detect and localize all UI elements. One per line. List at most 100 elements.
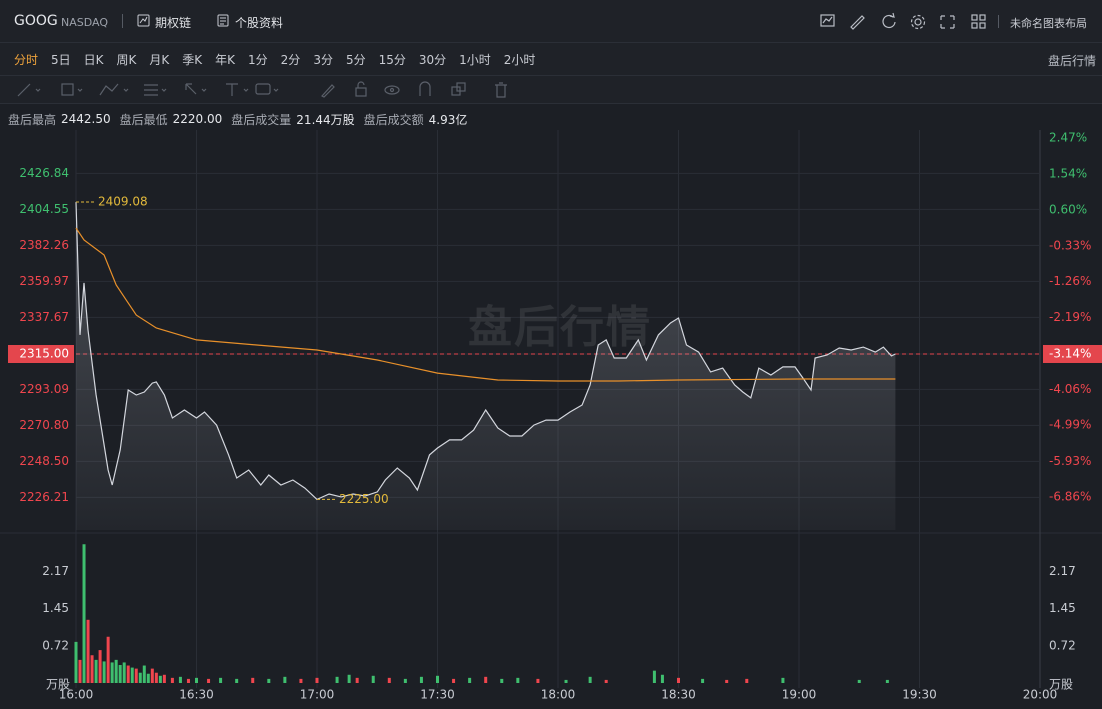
volume-bar bbox=[267, 678, 271, 683]
volume-bar bbox=[604, 679, 608, 683]
volume-tick-label: 1.45 bbox=[42, 601, 69, 615]
volume-bar bbox=[102, 661, 106, 683]
x-tick-label: 16:00 bbox=[59, 688, 94, 702]
volume-bar bbox=[315, 677, 319, 683]
y-tick-label: 2315.00 bbox=[19, 347, 69, 361]
period-tab[interactable]: 3分 bbox=[313, 52, 333, 67]
series-line bbox=[75, 227, 896, 382]
y-tick-label: 2404.55 bbox=[19, 202, 69, 216]
stats-bar: 盘后最高 2442.50 盘后最低 2220.00 盘后成交量 21.44万股 盘后成交额 4… bbox=[0, 110, 1102, 128]
volume-bar bbox=[114, 659, 118, 683]
volume-bar bbox=[500, 678, 504, 683]
period-tab[interactable]: 5分 bbox=[345, 52, 366, 67]
stat-value: 4.93亿 bbox=[428, 112, 468, 127]
volume-bar bbox=[74, 641, 78, 683]
y2-tick-label: -6.86% bbox=[1049, 490, 1091, 504]
volume-bar bbox=[781, 677, 785, 683]
layout-name[interactable]: 未命名图表布局 bbox=[1010, 17, 1087, 30]
volume-bar bbox=[885, 679, 889, 683]
volume-bar bbox=[178, 676, 182, 683]
volume-bar bbox=[701, 678, 705, 683]
volume-bar bbox=[219, 677, 223, 683]
volume-bar bbox=[677, 677, 680, 683]
volume-bar bbox=[90, 655, 94, 683]
volume-bar bbox=[195, 677, 198, 683]
volume-tick-label: 2.17 bbox=[1049, 564, 1076, 578]
volume-bar bbox=[122, 662, 126, 683]
divider bbox=[122, 14, 123, 28]
y2-tick-label: -4.99% bbox=[1049, 418, 1091, 432]
volume-bar bbox=[162, 674, 166, 683]
volume-bar bbox=[118, 665, 122, 683]
period-tab[interactable]: 季K bbox=[182, 52, 203, 67]
volume-bar bbox=[468, 677, 472, 683]
drawing-tools[interactable] bbox=[0, 76, 520, 104]
y-tick-label: 2248.50 bbox=[19, 454, 69, 468]
y-tick-label: 2426.84 bbox=[19, 166, 69, 180]
options-chain-link[interactable]: 期权链 bbox=[155, 16, 192, 30]
period-tab[interactable]: 30分 bbox=[418, 52, 447, 67]
volume-bar bbox=[536, 678, 540, 683]
stat-label: 盘后最低 bbox=[119, 112, 168, 127]
volume-bar bbox=[516, 677, 520, 683]
period-tab[interactable]: 15分 bbox=[378, 52, 406, 67]
y-tick-label: 2337.67 bbox=[19, 310, 69, 324]
volume-bar bbox=[142, 665, 146, 683]
volume-bar bbox=[146, 673, 150, 683]
period-tab[interactable]: 1分 bbox=[248, 52, 268, 67]
stat-value: 2220.00 bbox=[172, 112, 223, 126]
volume-bar bbox=[283, 676, 287, 683]
volume-tick-label: 2.17 bbox=[42, 564, 69, 578]
period-tab[interactable]: 2分 bbox=[280, 52, 301, 67]
stat-label: 盘后最高 bbox=[8, 112, 57, 127]
volume-bar bbox=[403, 678, 407, 683]
symbol[interactable]: GOOG bbox=[14, 13, 58, 29]
profile-link[interactable]: 个股资料 bbox=[235, 16, 284, 30]
y2-tick-label: -1.26% bbox=[1049, 274, 1091, 288]
period-tab[interactable]: 5日 bbox=[51, 52, 71, 67]
period-bar: 盘后行情 分时 5日 日K 周K 月K 季K 年K 1分 2分 3分 5分 15分 30分 1小时 2小时 bbox=[0, 43, 1102, 76]
volume-bar bbox=[94, 659, 98, 683]
exchange: NASDAQ bbox=[61, 16, 109, 29]
volume-bar bbox=[335, 676, 339, 683]
volume-bar bbox=[134, 668, 138, 683]
period-tab[interactable]: 分时 bbox=[14, 52, 39, 67]
volume-bar bbox=[207, 678, 211, 683]
volume-bar bbox=[106, 636, 110, 683]
options-icon bbox=[137, 14, 150, 27]
drawing-toolbar bbox=[0, 76, 1102, 104]
volume-bar bbox=[154, 672, 158, 683]
volume-bar bbox=[86, 619, 90, 683]
volume-bar bbox=[130, 667, 134, 683]
period-tab[interactable]: 2小时 bbox=[503, 52, 536, 67]
volume-bar bbox=[857, 679, 861, 683]
y2-tick-label: 2.47% bbox=[1049, 130, 1087, 144]
after-hours-label[interactable]: 盘后行情 bbox=[1047, 54, 1096, 68]
volume-bar bbox=[110, 662, 114, 683]
period-tab[interactable]: 月K bbox=[149, 52, 170, 67]
period-tab[interactable]: 年K bbox=[215, 52, 236, 67]
period-tab[interactable]: 周K bbox=[116, 52, 137, 67]
volume-bar bbox=[660, 674, 664, 683]
volume-bar bbox=[588, 676, 592, 683]
volume-bar bbox=[170, 677, 174, 683]
volume-bar bbox=[138, 672, 142, 683]
y2-tick-label: -4.06% bbox=[1049, 382, 1091, 396]
x-tick-label: 19:30 bbox=[902, 688, 937, 702]
volume-bar bbox=[387, 677, 391, 683]
stat-value: 2442.50 bbox=[61, 112, 111, 126]
volume-bar bbox=[725, 679, 729, 683]
period-tab[interactable]: 日K bbox=[83, 52, 104, 67]
volume-bar bbox=[419, 676, 423, 683]
volume-bar bbox=[436, 675, 439, 683]
stat-value: 21.44万股 bbox=[296, 112, 355, 127]
series-line bbox=[75, 202, 896, 501]
y2-tick-label: -0.33% bbox=[1049, 238, 1091, 252]
volume-bar bbox=[452, 678, 456, 683]
y-tick-label: 2226.21 bbox=[19, 490, 69, 504]
period-tab[interactable]: 1小时 bbox=[459, 52, 491, 67]
volume-bar bbox=[186, 678, 190, 683]
chart-tools[interactable] bbox=[818, 12, 993, 32]
annotation-label: 2409.08 bbox=[98, 195, 148, 209]
